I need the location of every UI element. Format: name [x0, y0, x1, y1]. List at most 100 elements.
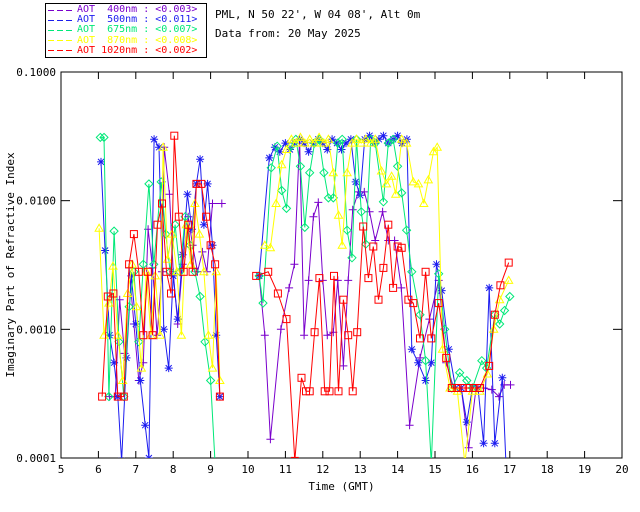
marker-square [134, 267, 143, 276]
axis-labels-layer: 5 6 7 8 9 10 11 12 13 14 15 16 17 18 19 20 0.1000 0.0100 0… [4, 66, 629, 493]
series-line [98, 147, 221, 381]
marker-square [170, 131, 179, 140]
legend-item: AOT 1020nm : <0.002> [48, 44, 204, 56]
marker-square [348, 387, 357, 396]
marker-asterisk [462, 418, 471, 427]
marker-asterisk [328, 135, 337, 144]
marker-square [197, 179, 206, 188]
marker-asterisk [136, 376, 145, 385]
series-line [101, 135, 221, 398]
marker-square [290, 456, 299, 458]
marker-asterisk [131, 320, 140, 328]
marker-triangle [276, 159, 287, 169]
marker-asterisk [351, 177, 360, 186]
marker-plus [198, 247, 207, 256]
marker-asterisk [110, 358, 119, 367]
x-axis-title: Time (GMT) [308, 480, 374, 493]
marker-triangle [503, 275, 514, 284]
marker-diamond [109, 226, 119, 236]
y-axis-title: Imaginary Part of Refractive Index [4, 152, 17, 378]
marker-square [389, 283, 398, 292]
marker-square [188, 267, 197, 276]
marker-asterisk [432, 260, 441, 269]
marker-square [339, 295, 348, 304]
marker-asterisk [208, 241, 217, 250]
legend-item-label: AOT 400nm : <0.003> [77, 4, 198, 16]
marker-plus [208, 199, 217, 208]
marker-diamond [499, 305, 510, 316]
marker-plus [378, 207, 387, 216]
series-line [258, 134, 507, 458]
marker-triangle [259, 240, 270, 249]
marker-triangle [136, 363, 147, 372]
marker-plus [285, 283, 294, 292]
legend-item-label: AOT 500nm : <0.011> [77, 14, 198, 26]
x-tick-label: 8 [170, 463, 177, 476]
marker-diamond [401, 225, 412, 235]
marker-square [119, 392, 128, 401]
marker-square [374, 295, 383, 304]
marker-triangle [432, 142, 443, 151]
x-tick-label: 14 [391, 463, 405, 476]
x-tick-label: 10 [241, 463, 254, 476]
marker-square [496, 281, 505, 290]
marker-diamond [104, 391, 114, 402]
marker-asterisk [504, 505, 512, 512]
marker-plus [464, 443, 473, 452]
marker-square [359, 222, 368, 231]
marker-triangle [176, 330, 187, 339]
marker-square [139, 331, 148, 340]
marker-square [211, 260, 220, 269]
marker-asterisk [379, 131, 388, 140]
marker-square [192, 179, 201, 188]
marker-asterisk [97, 157, 105, 166]
marker-asterisk [101, 246, 110, 255]
marker-square [129, 230, 138, 239]
legend-dash-sample [48, 40, 73, 42]
marker-triangle [376, 165, 387, 175]
marker-asterisk [141, 421, 150, 430]
marker-asterisk [346, 135, 355, 144]
marker-square [409, 299, 418, 308]
marker-triangle [408, 176, 419, 186]
header-line-2: Data from: 20 May 2025 [215, 27, 361, 40]
legend-item-label: AOT 870nm : <0.008> [77, 34, 198, 46]
marker-triangle [309, 138, 320, 147]
header-line-1: PML, N 50 22', W 04 08', Alt 0m [215, 8, 421, 21]
marker-square [369, 242, 378, 251]
marker-square [475, 384, 484, 392]
marker-triangle [203, 330, 214, 339]
marker-triangle [104, 298, 114, 307]
legend-item: AOT 870nm : <0.008> [48, 34, 204, 46]
marker-asterisk [444, 345, 453, 354]
marker-triangle [304, 134, 315, 143]
marker-diamond [95, 132, 106, 143]
marker-diamond [477, 355, 487, 366]
marker-plus [300, 331, 309, 340]
x-tick-label: 19 [578, 463, 591, 476]
marker-triangle [428, 146, 439, 156]
marker-square [384, 220, 393, 229]
marker-diamond [388, 134, 398, 145]
x-tick-label: 6 [95, 463, 102, 476]
legend-item-label: AOT 1020nm : <0.002> [77, 44, 198, 56]
marker-asterisk [374, 135, 383, 144]
marker-square [427, 334, 436, 343]
marker-diamond [295, 161, 306, 172]
marker-diamond [205, 375, 216, 386]
marker-triangle [112, 330, 123, 339]
marker-diamond [342, 225, 352, 235]
marker-square [470, 384, 479, 392]
marker-diamond [134, 337, 144, 347]
series-aot-400nm [105, 135, 515, 452]
marker-asterisk [159, 325, 168, 334]
marker-diamond [378, 197, 389, 207]
marker-asterisk [398, 139, 407, 148]
marker-triangle [351, 134, 362, 143]
marker-asterisk [150, 135, 159, 144]
marker-triangle [360, 134, 371, 143]
x-tick-label: 16 [466, 463, 479, 476]
marker-asterisk [318, 139, 327, 148]
marker-plus [266, 435, 275, 444]
marker-triangle [418, 198, 429, 207]
